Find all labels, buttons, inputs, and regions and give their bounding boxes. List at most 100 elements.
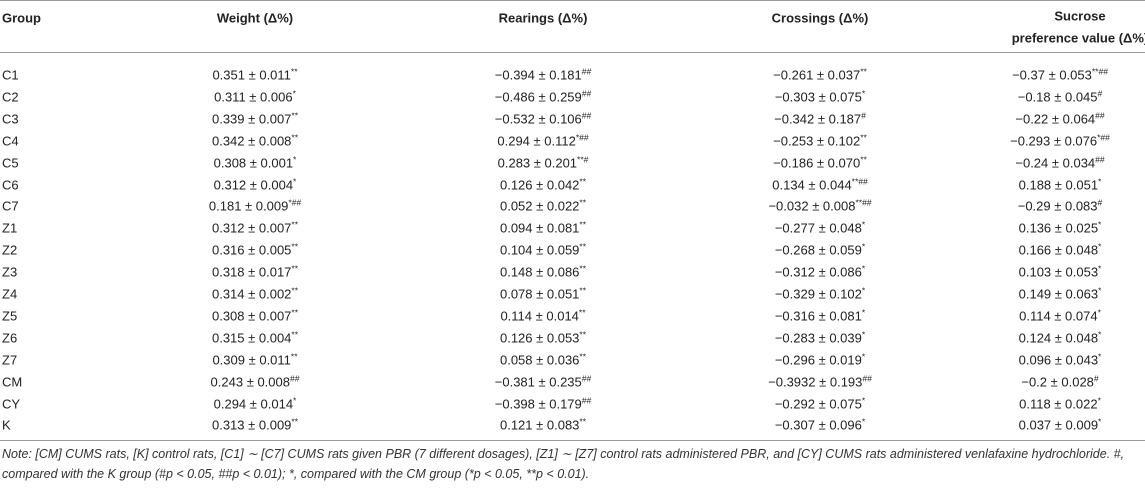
cell-value: 0.078 ± 0.051 — [499, 286, 580, 302]
significance-mark: **## — [1091, 66, 1108, 77]
table-cell: −0.186 ± 0.070** — [773, 155, 867, 170]
significance-mark: ** — [291, 263, 299, 274]
table-cell: −0.261 ± 0.037** — [773, 66, 867, 82]
group-label: C3 — [2, 111, 19, 127]
cell-value: −0.2 ± 0.028 — [1021, 374, 1094, 390]
significance-mark: * — [1098, 351, 1102, 362]
cell-value: 0.311 ± 0.006 — [214, 89, 293, 105]
table-cell: −0.329 ± 0.102* — [775, 286, 865, 301]
cell-value: −0.18 ± 0.045 — [1017, 89, 1098, 105]
significance-mark: * — [1098, 219, 1102, 230]
table-cell: 0.094 ± 0.081** — [500, 221, 586, 236]
table-cell: 0.058 ± 0.036** — [500, 352, 586, 367]
table-cell: 0.351 ± 0.011** — [212, 66, 298, 83]
group-label: C2 — [2, 89, 19, 105]
table-note: Note: [CM] CUMS rats, [K] control rats, … — [2, 447, 1125, 481]
significance-mark: ** — [860, 66, 867, 77]
significance-mark: ** — [290, 66, 298, 77]
group-label: C4 — [2, 133, 19, 149]
table-cell: −0.296 ± 0.019* — [775, 352, 865, 367]
significance-mark: ## — [581, 395, 592, 405]
column-header: Rearings (Δ%) — [498, 10, 588, 26]
cell-value: −0.186 ± 0.070 — [773, 155, 861, 171]
table-cell: 0.114 ± 0.074* — [1019, 308, 1101, 323]
table-cell: 0.312 ± 0.007** — [212, 221, 298, 236]
cell-value: 0.052 ± 0.022 — [499, 198, 580, 214]
cell-value: 0.181 ± 0.009 — [208, 198, 289, 214]
cell-value: 0.126 ± 0.053 — [499, 330, 580, 346]
cell-value: −0.532 ± 0.106 — [494, 111, 582, 127]
significance-mark: ** — [291, 241, 299, 252]
table-cell: −0.2 ± 0.028# — [1021, 374, 1098, 389]
cell-value: −0.296 ± 0.019 — [774, 352, 862, 368]
table-cell: −0.293 ± 0.076*## — [1010, 133, 1110, 148]
column-header: preference value (Δ%) — [1011, 30, 1145, 46]
table-cell: −0.292 ± 0.075* — [775, 396, 865, 411]
cell-value: 0.149 ± 0.063 — [1018, 286, 1099, 302]
column-header: Group — [2, 10, 41, 26]
significance-mark: ** — [579, 197, 587, 208]
significance-mark: * — [861, 88, 866, 99]
cell-value: 0.188 ± 0.051 — [1018, 177, 1099, 192]
significance-mark: * — [293, 395, 297, 405]
cell-value: 0.351 ± 0.011 — [212, 67, 291, 83]
table-cell: 0.037 ± 0.009* — [1019, 418, 1102, 433]
significance-mark: * — [861, 307, 866, 318]
group-label: Z3 — [2, 264, 18, 280]
table-cell: −0.394 ± 0.181## — [494, 66, 592, 83]
significance-mark: ** — [291, 132, 299, 143]
significance-mark: * — [861, 241, 866, 252]
cell-value: 0.294 ± 0.014 — [213, 396, 294, 411]
significance-mark: * — [1098, 241, 1102, 252]
cell-value: 0.118 ± 0.022 — [1019, 396, 1098, 411]
table-cell: 0.309 ± 0.011** — [212, 352, 297, 367]
group-label: CY — [2, 396, 21, 411]
cell-value: −0.307 ± 0.096 — [774, 417, 862, 433]
table-cell: −0.3932 ± 0.193## — [768, 374, 872, 389]
table-cell: −0.316 ± 0.081* — [775, 308, 865, 323]
table-cell: 0.149 ± 0.063* — [1018, 285, 1102, 302]
significance-mark: * — [1098, 285, 1102, 296]
cell-value: 0.339 ± 0.007 — [211, 111, 292, 127]
cell-value: −0.37 ± 0.053 — [1012, 67, 1092, 83]
cell-value: 0.316 ± 0.005 — [211, 242, 292, 258]
table-cell: 0.121 ± 0.083** — [500, 418, 586, 433]
table-cell: 0.308 ± 0.007** — [212, 308, 298, 323]
cell-value: −0.253 ± 0.102 — [773, 133, 861, 149]
significance-mark: ** — [579, 285, 587, 296]
significance-mark: ** — [291, 329, 299, 340]
significance-mark: ## — [581, 66, 592, 77]
cell-value: 0.312 ± 0.007 — [211, 220, 292, 236]
table-cell: 0.181 ± 0.009*## — [209, 199, 301, 214]
cell-value: −0.283 ± 0.039 — [774, 330, 862, 346]
cell-value: −0.312 ± 0.086 — [774, 264, 862, 280]
significance-mark: ## — [581, 110, 592, 121]
cell-value: 0.104 ± 0.059 — [499, 242, 580, 258]
table-cell: 0.052 ± 0.022** — [500, 199, 586, 214]
cell-value: 0.309 ± 0.011 — [212, 352, 291, 368]
table-cell: 0.243 ± 0.008## — [211, 374, 300, 389]
group-label: Z2 — [2, 242, 18, 258]
group-label: K — [2, 417, 11, 433]
cell-value: 0.136 ± 0.025 — [1018, 220, 1099, 236]
significance-mark: ** — [291, 416, 299, 427]
table-cell: −0.253 ± 0.102** — [773, 133, 867, 148]
significance-mark: *## — [288, 197, 302, 208]
table-cell: 0.136 ± 0.025* — [1019, 221, 1102, 236]
table-cell: 0.283 ± 0.201**# — [498, 155, 589, 170]
cell-value: 0.103 ± 0.053 — [1018, 264, 1099, 280]
cell-value: −0.398 ± 0.179 — [494, 396, 582, 411]
cell-value: 0.134 ± 0.044 — [772, 177, 852, 192]
group-label: C5 — [2, 155, 19, 171]
bottom-rule — [0, 440, 1145, 441]
cell-value: 0.243 ± 0.008 — [210, 374, 290, 390]
significance-mark: ## — [1095, 110, 1105, 121]
table-cell: 0.294 ± 0.112*## — [497, 133, 588, 148]
significance-mark: ## — [581, 88, 592, 99]
table-cell: −0.342 ± 0.187# — [774, 111, 866, 126]
cell-value: 0.308 ± 0.007 — [211, 308, 292, 324]
cell-value: −0.394 ± 0.181 — [494, 67, 582, 83]
cell-value: −0.292 ± 0.075 — [774, 396, 862, 411]
cell-value: 0.094 ± 0.081 — [499, 220, 580, 236]
